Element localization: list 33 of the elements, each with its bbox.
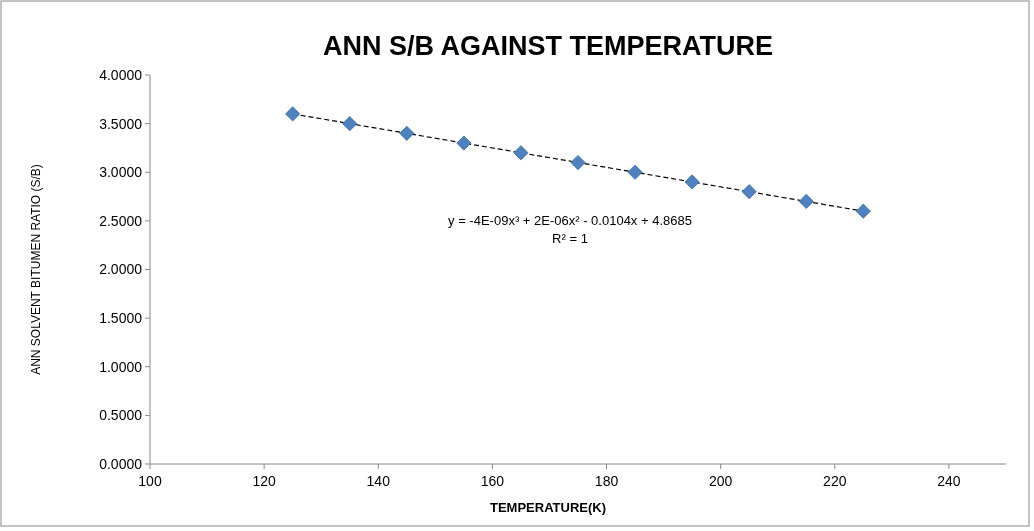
y-axis-title: ANN SOLVENT BITUMEN RATIO (S/B) [29, 164, 43, 375]
point [798, 193, 814, 209]
point [513, 145, 529, 161]
annotation: R² = 1 [552, 231, 588, 246]
x-tick-label: 120 [252, 473, 277, 489]
point [684, 174, 700, 190]
y-tick-label: 0.0000 [99, 455, 143, 472]
x-tick-label: 160 [480, 473, 505, 489]
annotation: y = -4E-09x³ + 2E-06x² - 0.0104x + 4.8685 [448, 213, 692, 228]
point [342, 116, 358, 132]
point [855, 203, 871, 219]
point [456, 135, 472, 151]
y-tick-label: 2.5000 [99, 212, 143, 229]
point [399, 125, 415, 141]
point [285, 106, 301, 122]
chart-title: ANN S/B AGAINST TEMPERATURE [322, 31, 774, 61]
y-tick-label: 4.0000 [99, 66, 143, 83]
y-tick-label: 3.0000 [99, 164, 143, 181]
x-tick-label: 240 [937, 473, 961, 489]
x-tick-label: 180 [594, 473, 619, 489]
y-tick-label: 2.0000 [99, 261, 143, 278]
x-tick-label: 140 [366, 473, 391, 489]
point [741, 184, 757, 200]
point [570, 155, 586, 171]
y-tick-label: 1.5000 [99, 310, 143, 327]
y-tick-label: 0.5000 [99, 407, 143, 424]
y-tick-label: 1.0000 [99, 358, 143, 375]
x-tick-label: 200 [708, 473, 733, 489]
x-tick-label: 220 [823, 473, 847, 489]
x-tick-label: 100 [138, 473, 162, 489]
x-axis-title: TEMPERATURE(K) [489, 500, 607, 515]
y-tick-label: 3.5000 [99, 115, 143, 132]
point [627, 164, 643, 180]
